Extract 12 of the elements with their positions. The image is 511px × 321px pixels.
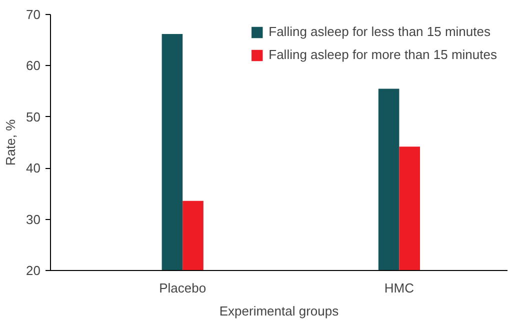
x-axis-title: Experimental groups [219, 304, 340, 318]
x-tick-label: Placebo [159, 280, 206, 296]
y-tick-label: 60 [26, 58, 41, 74]
y-tick-label: 40 [26, 160, 41, 176]
y-tick-label: 70 [26, 7, 41, 22]
y-tick-label: 50 [26, 109, 41, 124]
legend-label: Falling asleep for less than 15 minutes [268, 24, 490, 39]
legend-label: Falling asleep for more than 15 minutes [268, 47, 497, 62]
y-tick-label: 20 [26, 263, 41, 278]
y-axis-title: Rate, % [3, 118, 18, 166]
y-tick-label: 30 [26, 212, 41, 227]
x-tick-label: HMC [384, 280, 414, 296]
